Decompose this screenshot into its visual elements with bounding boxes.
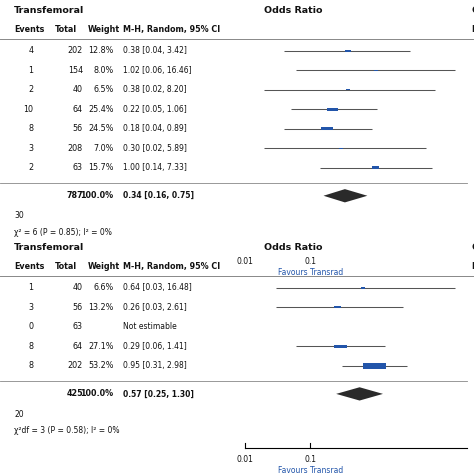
Text: M-H, Ra: M-H, Ra bbox=[472, 262, 474, 271]
Text: 6.5%: 6.5% bbox=[93, 85, 114, 94]
Text: 27.1%: 27.1% bbox=[88, 342, 114, 351]
Text: 0.26 [0.03, 2.61]: 0.26 [0.03, 2.61] bbox=[123, 303, 187, 312]
Text: χ²df = 3 (P = 0.58); I² = 0%: χ²df = 3 (P = 0.58); I² = 0% bbox=[14, 426, 120, 435]
Text: 100.0%: 100.0% bbox=[81, 390, 114, 398]
Bar bbox=[334, 307, 341, 308]
Text: 10: 10 bbox=[23, 105, 33, 114]
Text: 1: 1 bbox=[28, 283, 33, 292]
Text: 0.64 [0.03, 16.48]: 0.64 [0.03, 16.48] bbox=[123, 283, 192, 292]
Text: 0.57 [0.25, 1.30]: 0.57 [0.25, 1.30] bbox=[123, 390, 194, 398]
Bar bbox=[374, 70, 378, 71]
Text: 64: 64 bbox=[73, 342, 83, 351]
Text: Favours Transrad: Favours Transrad bbox=[278, 268, 343, 277]
Text: 0.29 [0.06, 1.41]: 0.29 [0.06, 1.41] bbox=[123, 342, 187, 351]
Text: Ode: Ode bbox=[472, 243, 474, 252]
Text: Transfemoral: Transfemoral bbox=[14, 6, 84, 15]
Text: 63: 63 bbox=[73, 322, 83, 331]
Text: Favours Transrad: Favours Transrad bbox=[278, 466, 343, 474]
Text: 202: 202 bbox=[68, 46, 83, 55]
Text: 30: 30 bbox=[14, 211, 24, 220]
Text: 0.95 [0.31, 2.98]: 0.95 [0.31, 2.98] bbox=[123, 361, 187, 370]
Bar bbox=[346, 89, 350, 91]
Text: Ode: Ode bbox=[472, 6, 474, 15]
Text: 4: 4 bbox=[28, 46, 33, 55]
Text: M-H, Random, 95% CI: M-H, Random, 95% CI bbox=[123, 25, 220, 34]
Text: 2: 2 bbox=[28, 85, 33, 94]
Text: 8.0%: 8.0% bbox=[93, 66, 114, 75]
Text: 53.2%: 53.2% bbox=[88, 361, 114, 370]
Text: 24.5%: 24.5% bbox=[88, 124, 114, 133]
Polygon shape bbox=[336, 387, 383, 401]
Text: 0.34 [0.16, 0.75]: 0.34 [0.16, 0.75] bbox=[123, 191, 194, 200]
Text: Events: Events bbox=[14, 25, 45, 34]
Text: M-H, Random, 95% CI: M-H, Random, 95% CI bbox=[123, 262, 220, 271]
Text: 56: 56 bbox=[73, 124, 83, 133]
Text: 15.7%: 15.7% bbox=[88, 163, 114, 172]
Text: χ² = 6 (P = 0.85); I² = 0%: χ² = 6 (P = 0.85); I² = 0% bbox=[14, 228, 112, 237]
Text: 0.01: 0.01 bbox=[237, 455, 253, 464]
Bar bbox=[361, 287, 365, 289]
Text: 0.22 [0.05, 1.06]: 0.22 [0.05, 1.06] bbox=[123, 105, 187, 114]
Text: 154: 154 bbox=[68, 66, 83, 75]
Bar bbox=[327, 108, 338, 111]
Text: 0.1: 0.1 bbox=[304, 257, 316, 266]
Text: 20: 20 bbox=[14, 410, 24, 419]
Text: 202: 202 bbox=[68, 361, 83, 370]
Text: 0.30 [0.02, 5.89]: 0.30 [0.02, 5.89] bbox=[123, 144, 187, 153]
Text: 13.2%: 13.2% bbox=[88, 303, 114, 312]
Text: 0.38 [0.04, 3.42]: 0.38 [0.04, 3.42] bbox=[123, 46, 187, 55]
Text: 208: 208 bbox=[68, 144, 83, 153]
Text: 1.00 [0.14, 7.33]: 1.00 [0.14, 7.33] bbox=[123, 163, 187, 172]
Text: 40: 40 bbox=[73, 283, 83, 292]
Text: Weight: Weight bbox=[88, 262, 120, 271]
Bar bbox=[334, 345, 346, 348]
Text: Transfemoral: Transfemoral bbox=[14, 243, 84, 252]
Text: 63: 63 bbox=[73, 163, 83, 172]
Text: Total: Total bbox=[55, 262, 77, 271]
Text: 8: 8 bbox=[28, 124, 33, 133]
Text: Weight: Weight bbox=[88, 25, 120, 34]
Text: 787: 787 bbox=[66, 191, 83, 200]
Text: 6.6%: 6.6% bbox=[93, 283, 114, 292]
Text: 1: 1 bbox=[28, 66, 33, 75]
Text: 0: 0 bbox=[28, 322, 33, 331]
Text: Events: Events bbox=[14, 262, 45, 271]
Text: Odds Ratio: Odds Ratio bbox=[264, 243, 322, 252]
Text: 12.8%: 12.8% bbox=[88, 46, 114, 55]
Text: 64: 64 bbox=[73, 105, 83, 114]
Text: 8: 8 bbox=[28, 342, 33, 351]
Text: 3: 3 bbox=[28, 144, 33, 153]
Bar bbox=[363, 363, 385, 369]
Bar bbox=[372, 166, 379, 169]
Text: Not estimable: Not estimable bbox=[123, 322, 177, 331]
Text: 7.0%: 7.0% bbox=[93, 144, 114, 153]
Text: 3: 3 bbox=[28, 303, 33, 312]
Text: 425: 425 bbox=[66, 390, 83, 398]
Bar bbox=[321, 127, 332, 130]
Text: 0.38 [0.02, 8.20]: 0.38 [0.02, 8.20] bbox=[123, 85, 187, 94]
Text: Total: Total bbox=[55, 25, 77, 34]
Text: 8: 8 bbox=[28, 361, 33, 370]
Bar bbox=[345, 50, 351, 52]
Polygon shape bbox=[324, 189, 367, 202]
Text: M-H, Ra: M-H, Ra bbox=[472, 25, 474, 34]
Text: Odds Ratio: Odds Ratio bbox=[264, 6, 322, 15]
Bar bbox=[339, 147, 344, 149]
Text: 1.02 [0.06, 16.46]: 1.02 [0.06, 16.46] bbox=[123, 66, 192, 75]
Text: 0.01: 0.01 bbox=[237, 257, 253, 266]
Text: 100.0%: 100.0% bbox=[81, 191, 114, 200]
Text: 2: 2 bbox=[28, 163, 33, 172]
Text: 25.4%: 25.4% bbox=[88, 105, 114, 114]
Text: 40: 40 bbox=[73, 85, 83, 94]
Text: 0.18 [0.04, 0.89]: 0.18 [0.04, 0.89] bbox=[123, 124, 187, 133]
Text: 0.1: 0.1 bbox=[304, 455, 316, 464]
Text: 56: 56 bbox=[73, 303, 83, 312]
